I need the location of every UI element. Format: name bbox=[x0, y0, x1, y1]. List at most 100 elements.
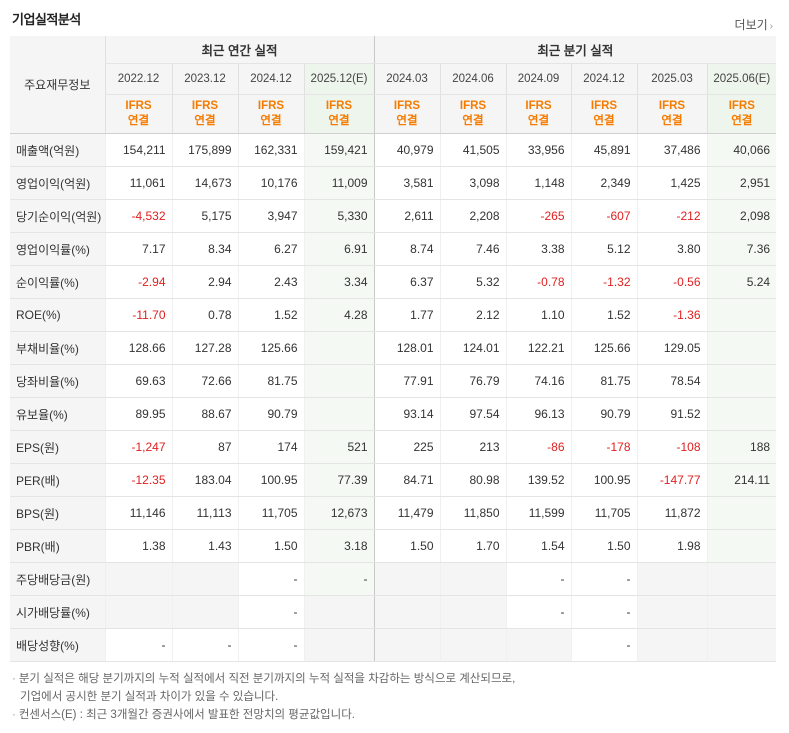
table-cell: 2,208 bbox=[439, 199, 507, 233]
table-cell: 40,979 bbox=[373, 133, 441, 167]
table-cell bbox=[706, 595, 777, 629]
table-row: ROE(%) -11.70 0.78 1.52 4.28 1.77 2.12 1.10 1.52… bbox=[10, 298, 777, 332]
table-cell: 87 bbox=[171, 430, 238, 464]
quarter-group-header: 최근 분기 실적 bbox=[373, 36, 777, 64]
table-row: PER(배) -12.35 183.04 100.95 77.39 84.71 80.98 1… bbox=[10, 463, 777, 497]
table-cell: 81.75 bbox=[570, 364, 638, 398]
table-cell bbox=[706, 529, 777, 563]
table-cell bbox=[303, 595, 375, 629]
table-cell: 2,098 bbox=[706, 199, 777, 233]
table-cell: - bbox=[303, 562, 375, 596]
ifrs-header: IFRS 연결 bbox=[237, 94, 304, 134]
table-cell bbox=[439, 628, 507, 662]
table-cell: 1.50 bbox=[237, 529, 304, 563]
row-label: 영업이익(억원) bbox=[10, 166, 105, 200]
table-cell: 3.18 bbox=[303, 529, 375, 563]
table-cell: 1.43 bbox=[171, 529, 238, 563]
table-cell bbox=[505, 628, 572, 662]
table-cell: 11,599 bbox=[505, 496, 572, 530]
table-cell: 2,611 bbox=[373, 199, 441, 233]
table-cell: 183.04 bbox=[171, 463, 238, 497]
table-cell: -86 bbox=[505, 430, 572, 464]
table-cell: 1.38 bbox=[104, 529, 172, 563]
table-cell: 5,175 bbox=[171, 199, 238, 233]
table-cell: 90.79 bbox=[570, 397, 638, 431]
table-cell: 213 bbox=[439, 430, 507, 464]
table-cell: 2,951 bbox=[706, 166, 777, 200]
table-cell: 6.37 bbox=[373, 265, 441, 299]
table-cell: -1.32 bbox=[570, 265, 638, 299]
table-cell: 3,581 bbox=[373, 166, 441, 200]
table-cell: 1,425 bbox=[636, 166, 708, 200]
table-cell: 129.05 bbox=[636, 331, 708, 365]
more-label: 더보기 bbox=[734, 18, 768, 32]
table-cell: - bbox=[104, 628, 172, 662]
table-cell: 40,066 bbox=[706, 133, 777, 167]
table-cell: 3.80 bbox=[636, 232, 708, 266]
table-cell: 84.71 bbox=[373, 463, 441, 497]
table-cell: 96.13 bbox=[505, 397, 572, 431]
table-cell: 11,113 bbox=[171, 496, 238, 530]
row-label: 유보율(%) bbox=[10, 397, 105, 431]
period-header: 2022.12 bbox=[104, 63, 172, 95]
row-label: 배당성향(%) bbox=[10, 628, 105, 662]
table-row: PBR(배) 1.38 1.43 1.50 3.18 1.50 1.70 1.54 1.50 1.… bbox=[10, 529, 777, 563]
table-cell: -108 bbox=[636, 430, 708, 464]
table-cell: 122.21 bbox=[505, 331, 572, 365]
table-cell: -212 bbox=[636, 199, 708, 233]
table-cell: 81.75 bbox=[237, 364, 304, 398]
row-label: 매출액(억원) bbox=[10, 133, 105, 167]
table-cell bbox=[439, 562, 507, 596]
table-cell: - bbox=[237, 562, 304, 596]
table-cell: - bbox=[570, 628, 638, 662]
table-cell bbox=[636, 595, 708, 629]
table-cell bbox=[706, 397, 777, 431]
table-cell: 77.39 bbox=[303, 463, 375, 497]
table-cell: 2.12 bbox=[439, 298, 507, 332]
table-cell: - bbox=[570, 595, 638, 629]
table-cell: 69.63 bbox=[104, 364, 172, 398]
row-label: 시가배당률(%) bbox=[10, 595, 105, 629]
period-header: 2024.06 bbox=[439, 63, 507, 95]
table-cell: 154,211 bbox=[104, 133, 172, 167]
table-cell: 1.70 bbox=[439, 529, 507, 563]
more-link[interactable]: 더보기 › bbox=[735, 16, 773, 33]
table-row: 영업이익(억원) 11,061 14,673 10,176 11,009 3,581 3,0… bbox=[10, 166, 777, 200]
row-label: ROE(%) bbox=[10, 298, 105, 332]
table-cell bbox=[373, 628, 441, 662]
table-cell bbox=[303, 331, 375, 365]
table-cell: 1.52 bbox=[237, 298, 304, 332]
table-cell: -11.70 bbox=[104, 298, 172, 332]
row-label: 순이익률(%) bbox=[10, 265, 105, 299]
table-cell: 7.46 bbox=[439, 232, 507, 266]
table-cell: - bbox=[505, 562, 572, 596]
table-cell: 90.79 bbox=[237, 397, 304, 431]
table-row: 당좌비율(%) 69.63 72.66 81.75 77.91 76.79 74.16 81.… bbox=[10, 364, 777, 398]
table-cell: 76.79 bbox=[439, 364, 507, 398]
table-cell: 3.38 bbox=[505, 232, 572, 266]
table-cell: 1,148 bbox=[505, 166, 572, 200]
table-cell: 88.67 bbox=[171, 397, 238, 431]
table-cell: - bbox=[570, 562, 638, 596]
table-cell: 91.52 bbox=[636, 397, 708, 431]
table-cell bbox=[636, 562, 708, 596]
table-cell: 1.50 bbox=[570, 529, 638, 563]
row-label: 주당배당금(원) bbox=[10, 562, 105, 596]
table-cell: 139.52 bbox=[505, 463, 572, 497]
row-label: BPS(원) bbox=[10, 496, 105, 530]
table-cell: 8.74 bbox=[373, 232, 441, 266]
note-line-2: 기업에서 공시한 분기 실적과 차이가 있을 수 있습니다. bbox=[20, 691, 279, 703]
note-line-3: · 컨센서스(E) : 최근 3개월간 증권사에서 발표한 전망치의 평균값입니다… bbox=[12, 709, 355, 721]
table-cell: 41,505 bbox=[439, 133, 507, 167]
table-cell: 175,899 bbox=[171, 133, 238, 167]
table-cell bbox=[303, 628, 375, 662]
table-cell: 77.91 bbox=[373, 364, 441, 398]
table-cell: 2.43 bbox=[237, 265, 304, 299]
table-cell bbox=[171, 562, 238, 596]
table-cell bbox=[171, 595, 238, 629]
table-cell: 128.01 bbox=[373, 331, 441, 365]
table-cell: 1.77 bbox=[373, 298, 441, 332]
ifrs-header: IFRS 연결 bbox=[570, 94, 638, 134]
row-label: EPS(원) bbox=[10, 430, 105, 464]
table-cell: 127.28 bbox=[171, 331, 238, 365]
